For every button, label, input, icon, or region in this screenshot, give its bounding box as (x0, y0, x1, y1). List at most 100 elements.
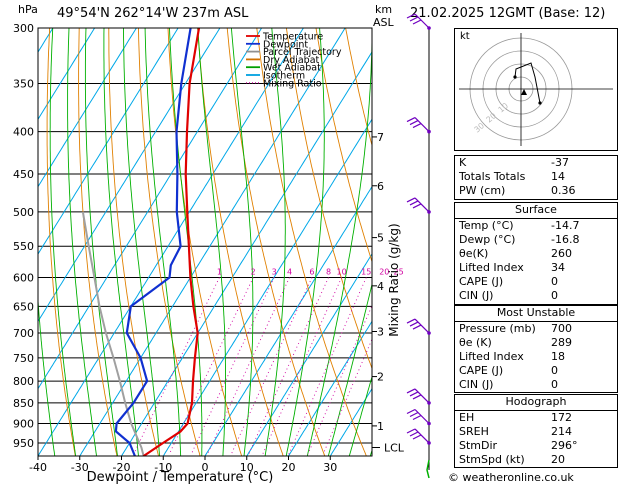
hodograph-point (538, 101, 542, 105)
legend-label: Temperature (262, 32, 323, 43)
index-row: Totals Totals 14 (455, 170, 617, 184)
pressure-tick-label: 300 (13, 22, 34, 35)
surface-value: 260 (551, 246, 572, 260)
pressure-tick-label: 550 (13, 240, 34, 253)
hodograph-panel: kt 10 20 30 (454, 28, 618, 151)
mixing-ratio-label: 4 (287, 268, 292, 277)
pressure-tick-label: 600 (13, 272, 34, 285)
wind-barb (406, 13, 431, 30)
km-tick-label: 4 (377, 280, 384, 293)
legend-label: Isotherm (263, 71, 305, 82)
mixing-ratio-axis-label: Mixing Ratio (g/kg) (387, 223, 401, 336)
temp-tick-label: 20 (282, 461, 296, 474)
isotherm-line (246, 253, 372, 456)
most-unstable-panel: Most Unstable Pressure (mb) 700 θe (K) 289 L… (454, 305, 618, 394)
surface-label: Lifted Index (459, 261, 524, 275)
wind-barb (406, 197, 431, 214)
isotherm-line (38, 28, 221, 323)
mixing-ratio-label: 8 (326, 268, 331, 277)
lcl-label: LCL (384, 441, 405, 454)
isotherm-line (121, 51, 372, 456)
wet-adiabat-line (230, 28, 254, 456)
index-row: K -37 (455, 156, 617, 170)
surface-wind-marker (426, 459, 430, 479)
mixing-ratio-line (248, 277, 329, 455)
indices-panel: K -37 Totals Totals 14 PW (cm) 0.36 (454, 155, 618, 200)
hodograph-table-panel: Hodograph EH 172 SREH 214 StmDir 296° StmSpd (… (454, 394, 618, 469)
mixing-ratio-label: 3 (272, 268, 277, 277)
wet-adiabat-line (169, 28, 203, 456)
wind-barb (406, 318, 431, 335)
mixing-ratio-line (307, 304, 372, 455)
pressure-tick-label: 800 (13, 375, 34, 388)
most-unstable-label: CAPE (J) (459, 364, 504, 378)
wet-adiabat-line (49, 28, 77, 456)
temp-tick-label: 0 (202, 461, 209, 474)
surface-row: Lifted Index 34 (455, 261, 617, 275)
date-title: 21.02.2025 12GMT (Base: 12) (410, 6, 606, 21)
most-unstable-row: Pressure (mb) 700 (455, 322, 617, 336)
wet-adiabat-line (84, 28, 118, 456)
most-unstable-value: 0 (551, 364, 558, 378)
surface-label: CIN (J) (459, 289, 494, 303)
index-label: K (459, 156, 467, 169)
wet-adiabat-line (67, 28, 97, 456)
mixing-ratio-label: 20 (379, 268, 389, 277)
isotherm-line (0, 28, 11, 456)
hodograph-stat-label: SREH (459, 424, 489, 438)
pressure-tick-label: 850 (13, 397, 34, 410)
wet-adiabat-line (123, 28, 160, 456)
mixing-ratio-line (288, 277, 367, 455)
surface-panel: Surface Temp (°C) -14.7 Dewp (°C) -16.8 θe(K… (454, 202, 618, 305)
isotherm-line (79, 28, 346, 456)
km-tick-label: 5 (377, 232, 384, 245)
pressure-tick-label: 400 (13, 126, 34, 139)
surface-title: Surface (455, 203, 617, 219)
pressure-tick-label: 700 (13, 327, 34, 340)
surface-label: CAPE (J) (459, 275, 504, 289)
surface-row: θe(K) 260 (455, 247, 617, 261)
isotherm-line (38, 28, 304, 456)
storm-motion-marker (521, 89, 527, 95)
surface-label: θe(K) (459, 246, 489, 260)
hodograph-stat-row: EH 172 (455, 411, 617, 425)
km-tick-label: 3 (377, 325, 384, 338)
mixing-ratio-label: 10 (337, 268, 347, 277)
pressure-tick-label: 950 (13, 437, 34, 450)
km-tick-label: 2 (377, 371, 384, 384)
temp-tick-label: -30 (71, 461, 89, 474)
location-title: 49°54'N 262°14'W 237m ASL (57, 6, 249, 21)
km-tick-label: 1 (377, 420, 384, 433)
wet-adiabat-line (348, 375, 372, 456)
wind-barb (406, 408, 431, 426)
x-axis-label: Dewpoint / Temperature (°C) (87, 470, 274, 485)
temp-tick-label: -40 (29, 461, 47, 474)
hodograph-trace (514, 62, 541, 104)
surface-row: Dewp (°C) -16.8 (455, 233, 617, 247)
copyright-text: © weatheronline.co.uk (448, 471, 574, 484)
km-tick-label: 7 (377, 131, 384, 144)
isotherm-line (288, 320, 372, 456)
hodograph-stat-label: EH (459, 410, 475, 424)
hodograph-stat-label: StmSpd (kt) (459, 453, 525, 467)
hodograph-table-title: Hodograph (455, 395, 617, 411)
index-label: Totals Totals (459, 170, 526, 184)
mixing-ratio-label: 6 (309, 268, 314, 277)
asl-label: ASL (373, 16, 394, 29)
surface-row: CIN (J) 0 (455, 289, 617, 303)
mixing-ratio-line (262, 277, 343, 455)
wet-adiabat-line (144, 28, 182, 456)
dry-adiabat-line (137, 28, 201, 456)
dry-adiabat-line (226, 28, 326, 456)
surface-value: 0 (551, 289, 558, 303)
surface-value: -16.8 (551, 232, 580, 246)
legend-label: Mixing Ratio (263, 78, 322, 89)
hodograph-ring-label: 10 (497, 101, 511, 114)
wind-barb (406, 428, 431, 445)
mixing-ratio-label: 1 (217, 268, 222, 277)
legend-label: Wet Adiabat (263, 63, 321, 74)
most-unstable-value: 0 (551, 378, 558, 392)
temp-tick-label: 10 (240, 461, 254, 474)
mixing-ratio-label: 15 (361, 268, 371, 277)
